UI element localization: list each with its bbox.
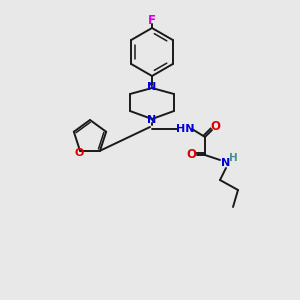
Text: N: N <box>221 158 231 168</box>
Text: O: O <box>210 121 220 134</box>
Text: O: O <box>186 148 196 161</box>
Text: O: O <box>74 148 84 158</box>
Text: N: N <box>147 115 157 125</box>
Text: HN: HN <box>176 124 194 134</box>
Text: H: H <box>229 153 237 163</box>
Text: N: N <box>147 82 157 92</box>
Text: F: F <box>148 14 156 26</box>
